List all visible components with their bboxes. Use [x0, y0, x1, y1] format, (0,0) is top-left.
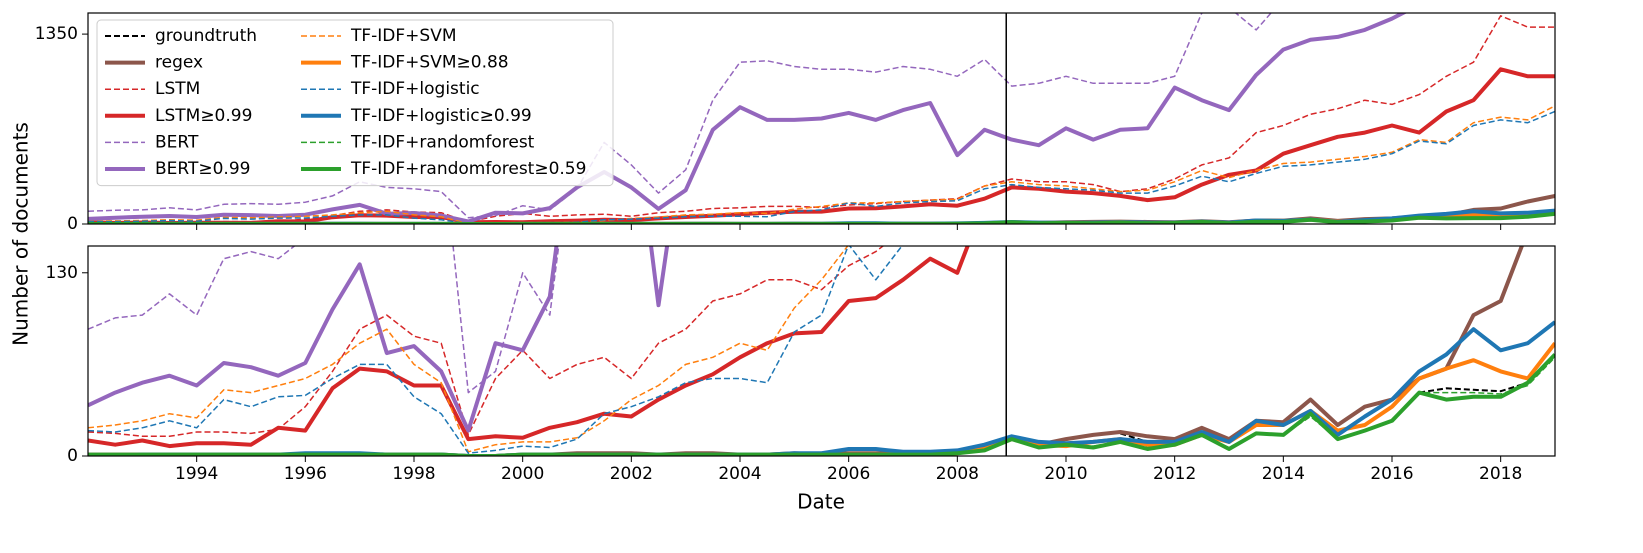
series-line: [88, 13, 1408, 224]
y-axis-label: Number of documents: [9, 122, 33, 346]
series-line: [88, 67, 1555, 224]
series-line: [88, 246, 903, 454]
x-tick-label: 2014: [1262, 464, 1305, 484]
legend-label: TF-IDF+SVM: [350, 26, 457, 46]
legend-label: TF-IDF+SVM≥0.88: [350, 53, 509, 73]
series-line: [88, 110, 1555, 224]
x-tick-label: 2000: [501, 464, 544, 484]
series-line: [88, 246, 885, 438]
legend: groundtruth regex LSTM LSTM≥0.99 BERT BERT≥0.…: [96, 19, 614, 187]
series-line: [1419, 381, 1529, 394]
y-tick-label: 130: [46, 263, 78, 283]
legend-label: TF-IDF+randomforest≥0.59: [350, 159, 586, 179]
x-tick-label: 2016: [1370, 464, 1413, 484]
series-line: [88, 246, 849, 453]
x-axis-label: Date: [797, 490, 845, 514]
plot-area: [88, 246, 1555, 456]
x-tick-label: 1996: [284, 464, 327, 484]
legend-box: [96, 19, 614, 187]
series-line: [88, 105, 1555, 224]
series-line: [88, 13, 1272, 219]
x-tick-label: 2004: [718, 464, 761, 484]
y-tick-label: 1350: [35, 24, 78, 44]
legend-label: LSTM: [155, 79, 200, 99]
x-tick-label: 2012: [1153, 464, 1196, 484]
x-tick-label: 1994: [175, 464, 218, 484]
x-tick-label: 1998: [392, 464, 435, 484]
x-tick-label: 2002: [610, 464, 653, 484]
series-line: [88, 356, 1555, 456]
legend-label: TF-IDF+randomforest: [350, 132, 535, 152]
legend-label: BERT≥0.99: [155, 159, 250, 179]
y-tick-label: 0: [67, 446, 78, 466]
x-tick-label: 2018: [1479, 464, 1522, 484]
series-line: [88, 353, 1555, 456]
series-line: [88, 246, 970, 449]
legend-label: BERT: [155, 132, 199, 152]
legend-label: LSTM≥0.99: [155, 106, 252, 126]
legend-label: TF-IDF+logistic≥0.99: [350, 106, 532, 126]
x-tick-label: 2010: [1044, 464, 1087, 484]
axes-frame: [87, 245, 1556, 457]
axes-frame: [87, 12, 1556, 225]
x-tick-label: 2008: [936, 464, 979, 484]
x-tick-label: 2006: [827, 464, 870, 484]
legend-label: regex: [155, 53, 203, 73]
legend-label: groundtruth: [155, 26, 257, 46]
legend-label: TF-IDF+logistic: [350, 79, 480, 99]
series-line: [88, 246, 670, 433]
y-tick-label: 0: [67, 214, 78, 234]
